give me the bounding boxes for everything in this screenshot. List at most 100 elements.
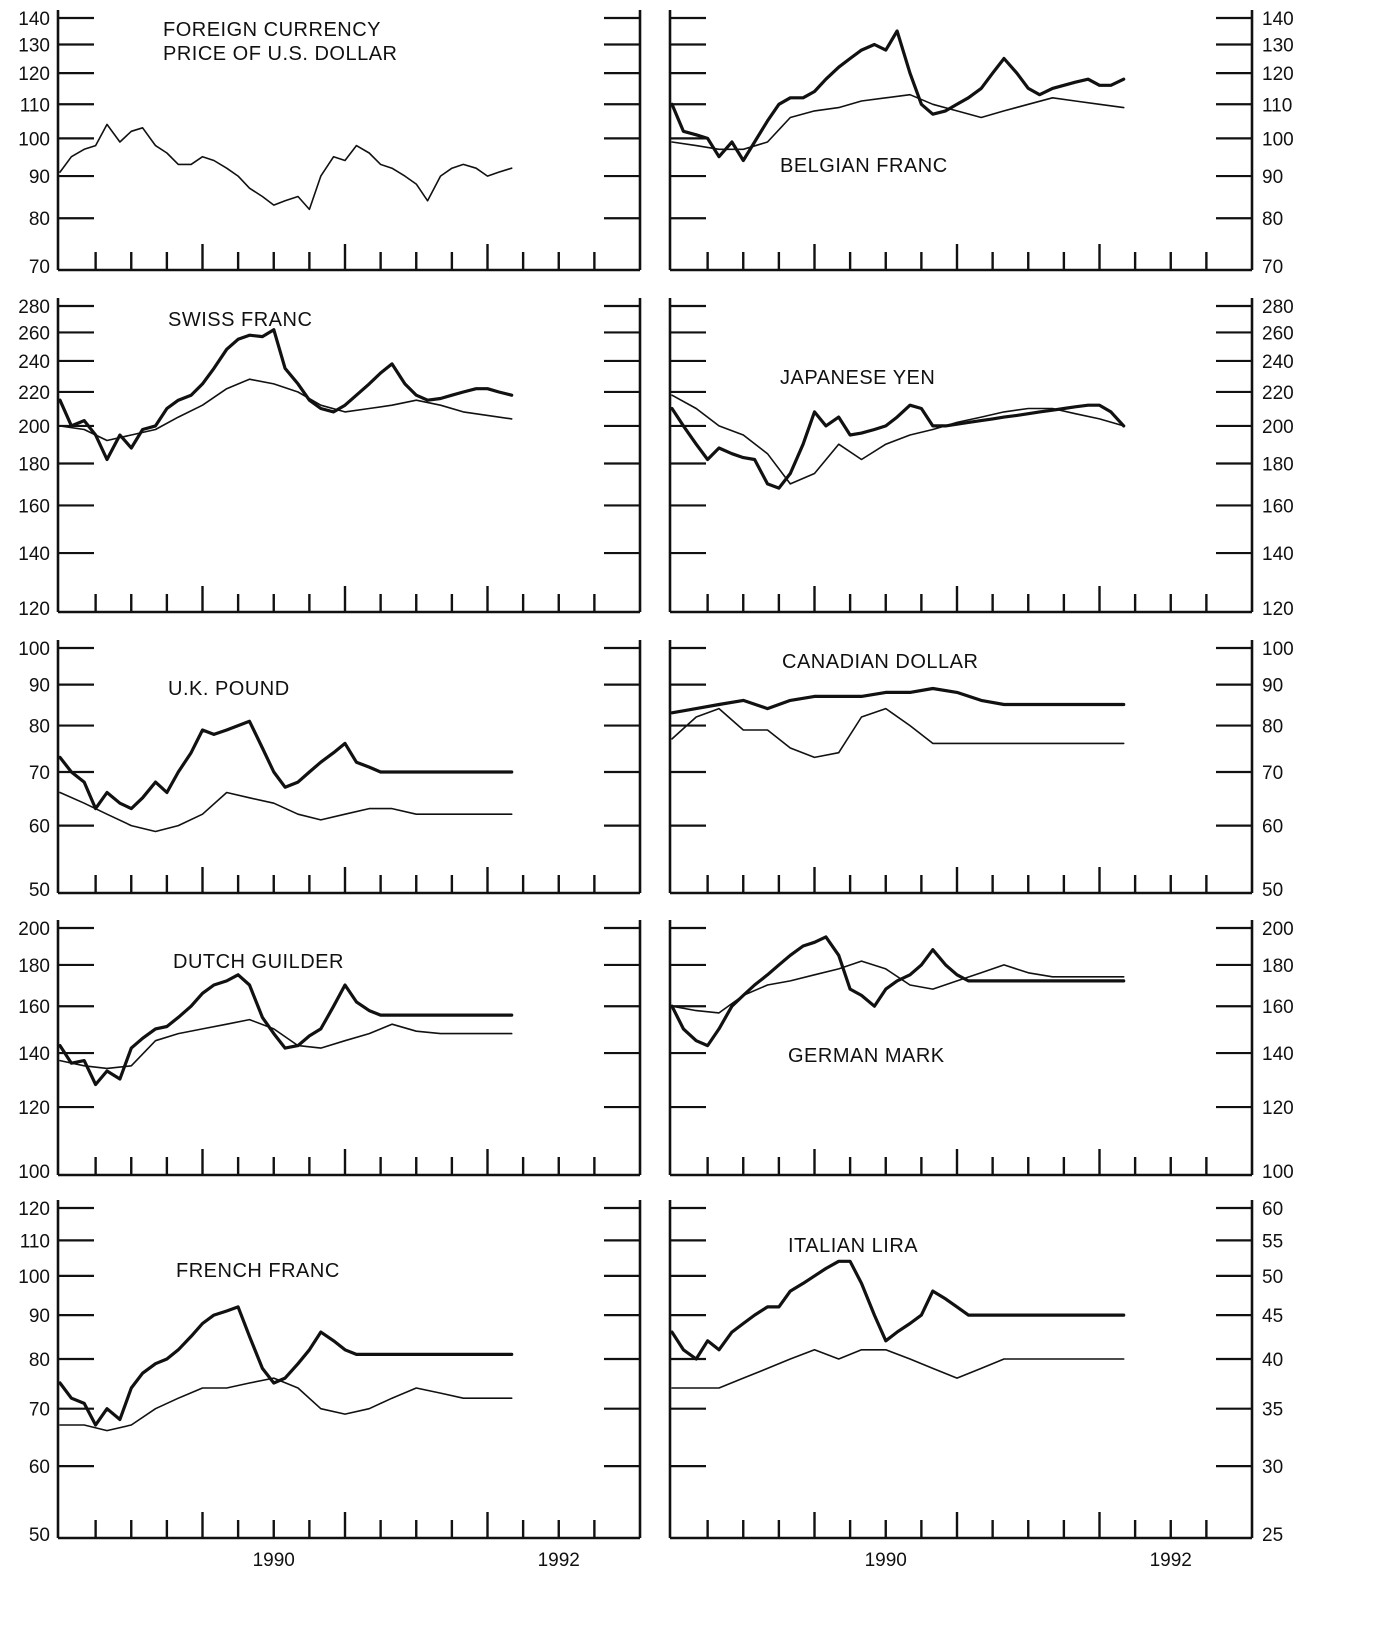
y-tick-label: 90	[1262, 167, 1283, 188]
series-line-thin	[59, 123, 513, 211]
y-tick-label: 100	[18, 129, 50, 150]
y-tick-label: 90	[29, 676, 50, 697]
x-year-label: 1992	[538, 1550, 580, 1571]
panel-title: JAPANESE YEN	[780, 367, 935, 389]
y-tick-label: 80	[1262, 717, 1283, 738]
y-tick-label: 70	[1262, 257, 1283, 278]
y-tick-label: 120	[18, 599, 50, 620]
y-tick-label: 100	[18, 1267, 50, 1288]
y-tick-label: 90	[29, 1306, 50, 1327]
series-line-thick	[58, 328, 514, 462]
y-tick-label: 180	[1262, 454, 1294, 475]
panel-title: GERMAN MARK	[788, 1045, 945, 1067]
y-tick-label: 140	[1262, 9, 1294, 30]
y-tick-label: 60	[29, 817, 50, 838]
series-line-thin	[59, 791, 513, 833]
y-tick-label: 120	[1262, 599, 1294, 620]
panel-canadian-dollar: 50 60 70 80 90 100 CANADIAN DOLLAR	[668, 639, 1294, 901]
y-tick-label: 90	[29, 167, 50, 188]
y-tick-label: 50	[1262, 1267, 1283, 1288]
series-line-thin	[671, 960, 1125, 1014]
panels-layer: 70 80 90 100 110 120 130 140 FOREIGN CURRENCYPRI…	[18, 9, 1293, 1546]
y-tick-label: 60	[1262, 1199, 1283, 1220]
panel-german-mark: 100 120 140 160 180 200 GERMAN MARK	[668, 919, 1294, 1183]
y-tick-label: 60	[1262, 817, 1283, 838]
panel-french-franc: 50 60 70 80 90 100 110 120 FRENCH FRANC	[18, 1199, 642, 1546]
y-tick-label: 30	[1262, 1457, 1283, 1478]
y-tick-label: 100	[1262, 1162, 1294, 1183]
y-tick-label: 140	[18, 1044, 50, 1065]
y-tick-label: 80	[29, 717, 50, 738]
series-line-thin	[59, 378, 513, 442]
y-tick-label: 220	[18, 383, 50, 404]
panel-title: DUTCH GUILDER	[173, 951, 344, 973]
y-tick-label: 240	[18, 352, 50, 373]
panel-title: ITALIAN LIRA	[788, 1235, 918, 1257]
y-tick-label: 220	[1262, 383, 1294, 404]
panel-belgian-franc: 70 80 90 100 110 120 130 140 BELGIAN FRANC	[668, 9, 1294, 278]
series-line-thick	[670, 29, 1126, 163]
y-tick-label: 80	[1262, 209, 1283, 230]
series-line-thick	[58, 1305, 514, 1427]
series-line-thick	[670, 935, 1126, 1048]
y-tick-label: 45	[1262, 1306, 1283, 1327]
y-tick-label: 140	[1262, 544, 1294, 565]
x-year-label: 1990	[865, 1550, 907, 1571]
x-year-label: 1990	[253, 1550, 295, 1571]
y-tick-label: 55	[1262, 1231, 1283, 1252]
series-line-thin	[671, 394, 1125, 485]
panel-title: FRENCH FRANC	[176, 1260, 340, 1282]
y-tick-label: 100	[18, 639, 50, 660]
y-tick-label: 130	[18, 36, 50, 57]
x-year-label: 1992	[1150, 1550, 1192, 1571]
y-tick-label: 100	[1262, 129, 1294, 150]
bottom-x-axis-labels: 1990 1992 1990 1992	[253, 1550, 1192, 1571]
panel-u-k-pound: 50 60 70 80 90 100 U.K. POUND	[18, 639, 642, 901]
series-line-thick	[58, 719, 514, 811]
series-line-thin	[671, 707, 1125, 759]
y-tick-label: 200	[18, 417, 50, 438]
y-tick-label: 160	[18, 997, 50, 1018]
y-tick-label: 140	[18, 544, 50, 565]
y-tick-label: 25	[1262, 1525, 1283, 1546]
panel-title: BELGIAN FRANC	[780, 155, 948, 177]
y-tick-label: 50	[29, 880, 50, 901]
y-tick-label: 100	[1262, 639, 1294, 660]
y-tick-label: 160	[18, 496, 50, 517]
y-tick-label: 120	[18, 1098, 50, 1119]
panel-title: PRICE OF U.S. DOLLAR	[163, 43, 398, 65]
y-tick-label: 35	[1262, 1400, 1283, 1421]
y-tick-label: 180	[18, 956, 50, 977]
y-tick-label: 70	[29, 1400, 50, 1421]
y-tick-label: 280	[18, 297, 50, 318]
y-tick-label: 160	[1262, 997, 1294, 1018]
y-tick-label: 260	[1262, 323, 1294, 344]
panel-title: CANADIAN DOLLAR	[782, 651, 978, 673]
y-tick-label: 200	[18, 919, 50, 940]
y-tick-label: 180	[1262, 956, 1294, 977]
y-tick-label: 70	[1262, 763, 1283, 784]
panel-dutch-guilder: 100 120 140 160 180 200 DUTCH GUILDER	[18, 919, 642, 1183]
y-tick-label: 80	[29, 209, 50, 230]
panel-italian-lira: 25 30 35 40 45 50 55 60 ITALIAN LIRA	[668, 1199, 1283, 1546]
y-tick-label: 80	[29, 1350, 50, 1371]
y-tick-label: 120	[18, 1199, 50, 1220]
y-tick-label: 200	[1262, 919, 1294, 940]
y-tick-label: 100	[18, 1162, 50, 1183]
y-tick-label: 110	[20, 1231, 50, 1252]
y-tick-label: 90	[1262, 676, 1283, 697]
y-tick-label: 260	[18, 323, 50, 344]
y-tick-label: 120	[18, 64, 50, 85]
y-tick-label: 70	[29, 257, 50, 278]
y-tick-label: 50	[1262, 880, 1283, 901]
series-line-thick	[58, 973, 514, 1087]
panel-title: SWISS FRANC	[168, 309, 312, 331]
y-tick-label: 280	[1262, 297, 1294, 318]
y-tick-label: 130	[1262, 36, 1294, 57]
series-line-thin	[671, 1349, 1125, 1389]
y-tick-label: 160	[1262, 496, 1294, 517]
panel-japanese-yen: 120 140 160 180 200 220 240 260 280 JAPANESE YEN	[668, 297, 1294, 620]
y-tick-label: 110	[20, 95, 50, 116]
y-tick-label: 50	[29, 1525, 50, 1546]
